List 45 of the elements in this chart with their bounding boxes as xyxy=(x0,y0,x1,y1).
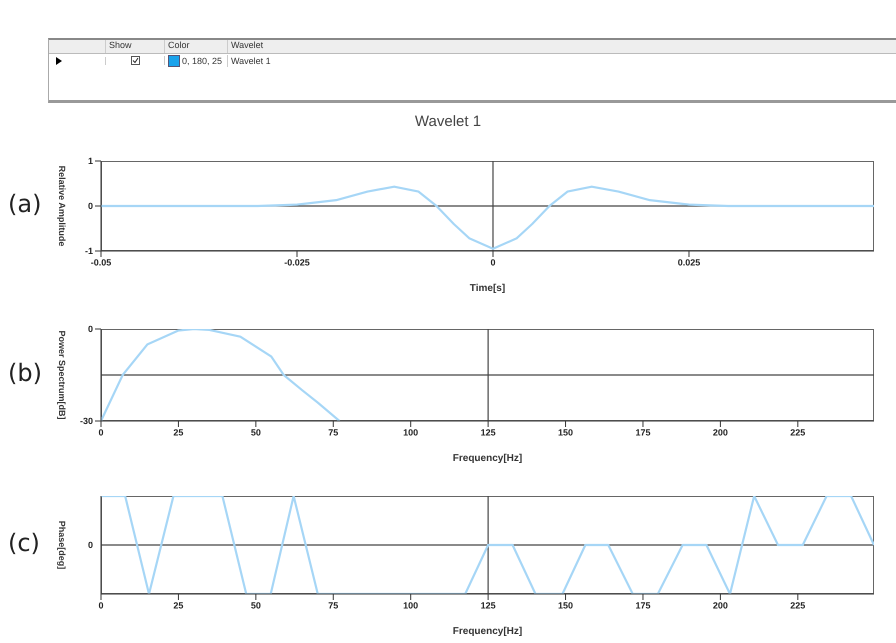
x-tick-label: 200 xyxy=(712,427,728,438)
x-tick-label: -0.025 xyxy=(284,257,310,268)
x-tick-label: 0 xyxy=(490,257,496,268)
x-axis-title: Time[s] xyxy=(470,283,506,294)
text: Wavelet 1 xyxy=(230,56,272,66)
text: Show xyxy=(106,40,165,53)
chart-title: Wavelet 1 xyxy=(414,113,482,130)
x-axis-title: Frequency[Hz] xyxy=(452,453,522,464)
x-tick-label: 25 xyxy=(173,427,184,438)
x-tick-label: 225 xyxy=(790,600,806,610)
y-axis-title: Power Spectrum[dB] xyxy=(56,330,67,420)
y-axis-title: Relative Amplitude xyxy=(56,166,67,246)
x-tick-label: 125 xyxy=(480,600,496,610)
x-tick-label: 0 xyxy=(98,427,104,438)
x-tick-label: 75 xyxy=(328,600,338,610)
x-tick-label: 150 xyxy=(558,600,574,610)
y-axis-title: Phase[deg] xyxy=(56,520,67,570)
x-tick-label: 175 xyxy=(635,600,650,610)
y-tick-label: 1 xyxy=(88,156,93,166)
line-series xyxy=(101,329,341,421)
x-tick-label: 225 xyxy=(790,427,806,438)
text: (a) xyxy=(8,190,42,218)
x-axis-title: Frequency[Hz] xyxy=(452,626,522,637)
x-tick-label: 75 xyxy=(328,427,338,438)
y-tick-label: -1 xyxy=(84,246,93,256)
y-tick-label: -30 xyxy=(80,416,93,426)
x-tick-label: 175 xyxy=(635,427,650,438)
x-tick-label: -0.05 xyxy=(90,257,112,268)
x-tick-label: 50 xyxy=(250,427,261,438)
text: (c) xyxy=(8,529,40,557)
x-tick-label: 125 xyxy=(480,427,496,438)
x-tick-label: 100 xyxy=(403,427,418,438)
text: 0, 180, 25 xyxy=(182,56,222,66)
x-tick-label: 0 xyxy=(98,600,104,610)
x-tick-label: 0.025 xyxy=(678,257,700,268)
y-tick-label: 0 xyxy=(88,324,93,334)
x-tick-label: 200 xyxy=(712,600,728,610)
text: (b) xyxy=(8,359,42,387)
y-tick-label: 0 xyxy=(88,201,93,212)
x-tick-label: 50 xyxy=(250,600,261,610)
x-tick-label: 25 xyxy=(173,600,184,610)
x-tick-label: 150 xyxy=(558,427,574,438)
text: Color xyxy=(165,40,228,53)
x-tick-label: 100 xyxy=(403,600,418,610)
text: Wavelet xyxy=(228,40,896,53)
